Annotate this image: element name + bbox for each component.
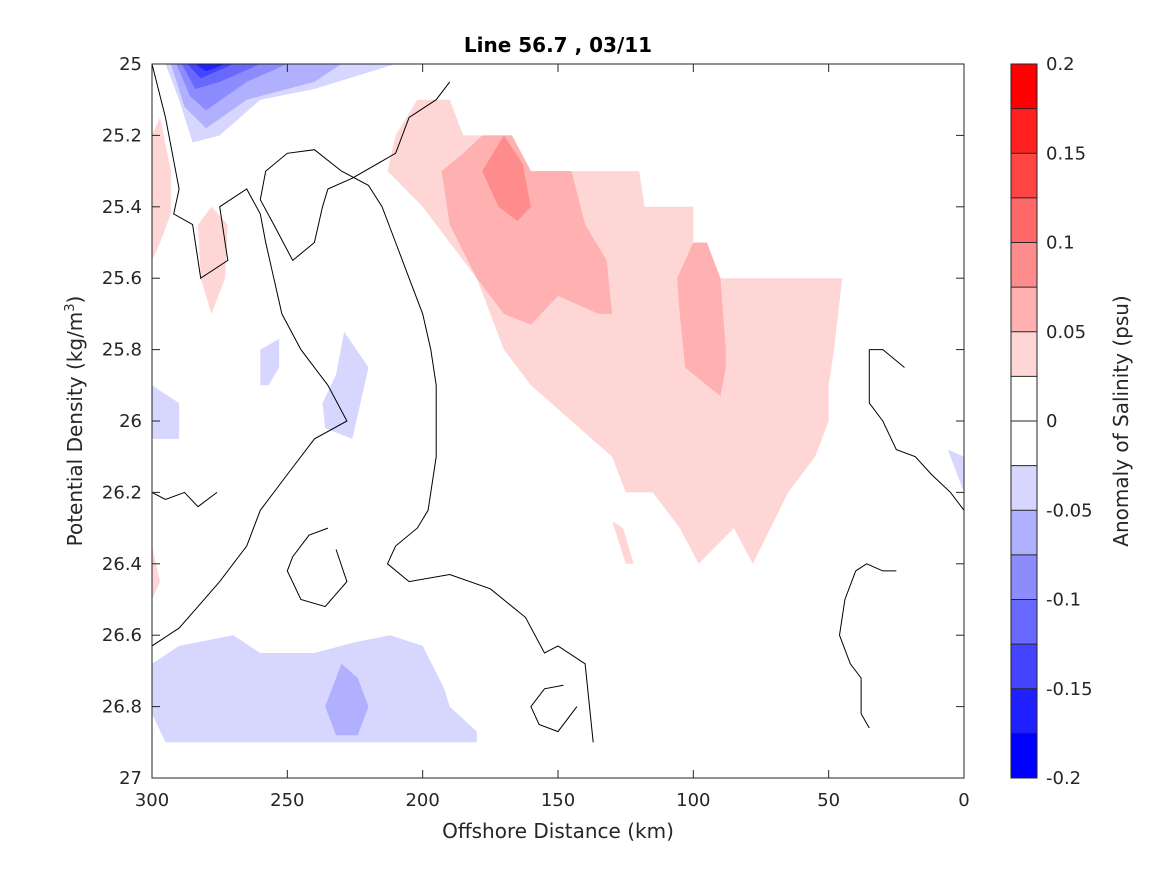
filled-region-8 xyxy=(322,331,369,439)
filled-region-4 xyxy=(152,546,161,600)
zero-contour-9 xyxy=(838,570,870,729)
y-tick-label: 27 xyxy=(119,768,142,789)
colorbar-segment xyxy=(1011,733,1037,778)
y-tick-label: 25.4 xyxy=(102,197,142,218)
colorbar-segment xyxy=(1011,64,1037,109)
x-tick-label: 250 xyxy=(270,790,304,811)
x-tick-label: 50 xyxy=(817,790,840,811)
y-axis-label-main: Potential Density (kg/m xyxy=(63,312,87,547)
colorbar-segment xyxy=(1011,108,1037,154)
colorbar-segment xyxy=(1011,644,1037,689)
colorbar-label: Anomaly of Salinity (psu) xyxy=(1109,295,1133,546)
colorbar-tick-label: -0.05 xyxy=(1046,500,1093,521)
filled-region-5 xyxy=(612,521,634,564)
filled-region-20 xyxy=(195,64,226,72)
y-tick-label: 25.2 xyxy=(102,125,142,146)
filled-region-10 xyxy=(947,449,964,493)
colorbar-tick-label: 0.05 xyxy=(1046,322,1086,343)
colorbar-segment xyxy=(1011,287,1037,332)
zero-contour-6 xyxy=(869,349,905,368)
colorbar-segment xyxy=(1011,197,1037,243)
filled-region-11 xyxy=(152,635,477,743)
x-tick-label: 150 xyxy=(541,790,575,811)
filled-region-19 xyxy=(187,64,234,79)
colorbar-segment xyxy=(1011,554,1037,600)
colorbar-tick-label: -0.15 xyxy=(1046,679,1093,700)
x-tick-label: 300 xyxy=(135,790,169,811)
colorbar-segment xyxy=(1011,510,1037,555)
filled-region-15 xyxy=(325,663,369,736)
y-axis-label-close: ) xyxy=(63,296,87,304)
colorbar xyxy=(1010,63,1038,779)
y-tick-label: 26.2 xyxy=(102,482,142,503)
chart-title: Line 56.7 , 03/11 xyxy=(464,33,652,57)
colorbar-segment xyxy=(1011,153,1037,198)
colorbar-segment xyxy=(1011,242,1037,288)
y-tick-label: 26.6 xyxy=(102,625,142,646)
y-tick-label: 25.8 xyxy=(102,340,142,361)
y-axis-label: Potential Density (kg/m3) xyxy=(63,296,87,547)
x-tick-label: 200 xyxy=(405,790,439,811)
y-axis-label-superscript: 3 xyxy=(63,303,78,311)
x-axis-label: Offshore Distance (km) xyxy=(442,819,674,843)
colorbar-tick-label: -0.2 xyxy=(1046,768,1081,789)
x-axis: 300 250 200 150 100 50 0 xyxy=(135,64,970,811)
colorbar-frame xyxy=(1010,63,1038,779)
colorbar-segment xyxy=(1011,331,1037,377)
colorbar-tick-label: 0.15 xyxy=(1046,143,1086,164)
zero-contour-1 xyxy=(152,64,348,647)
colorbar-tick-label: -0.1 xyxy=(1046,590,1081,611)
y-tick-label: 26 xyxy=(119,411,142,432)
y-tick-label: 25.6 xyxy=(102,268,142,289)
y-axis: 25 25.2 25.4 25.6 25.8 26 26.2 26.4 26.6 26.8 27 xyxy=(102,54,964,789)
colorbar-segment xyxy=(1011,599,1037,645)
zero-contour-4 xyxy=(530,684,578,733)
colorbar-tick-label: 0 xyxy=(1046,411,1057,432)
filled-region-12 xyxy=(441,135,613,325)
filled-region-3 xyxy=(198,206,228,314)
filled-region-16 xyxy=(482,135,531,222)
plot-area xyxy=(151,63,965,779)
y-tick-label: 26.4 xyxy=(102,554,142,575)
filled-region-9 xyxy=(152,385,180,439)
colorbar-segment xyxy=(1011,465,1037,511)
zero-contour-3 xyxy=(286,527,348,608)
zero-contour-5 xyxy=(152,491,218,508)
filled-region-2 xyxy=(152,117,171,261)
zero-contour-8 xyxy=(855,563,897,572)
colorbar-segment xyxy=(1011,688,1037,734)
filled-contours xyxy=(152,64,964,743)
colorbar-tick-label: 0.2 xyxy=(1046,54,1075,75)
zero-contour-7 xyxy=(868,349,964,511)
colorbar-tick-label: 0.1 xyxy=(1046,233,1075,254)
zero-contour-lines xyxy=(152,64,964,743)
colorbar-segment xyxy=(1011,421,1037,466)
zero-contour-2 xyxy=(259,81,594,743)
x-tick-label: 100 xyxy=(676,790,710,811)
filled-region-13 xyxy=(677,242,726,396)
colorbar-segment xyxy=(1011,376,1037,421)
filled-region-7 xyxy=(260,338,280,386)
x-tick-label: 0 xyxy=(958,790,969,811)
colorbar-ticks: -0.2 -0.15 -0.1 -0.05 0 0.05 0.1 0.15 0.2 xyxy=(1046,54,1093,789)
y-tick-label: 25 xyxy=(119,54,142,75)
y-tick-label: 26.8 xyxy=(102,697,142,718)
